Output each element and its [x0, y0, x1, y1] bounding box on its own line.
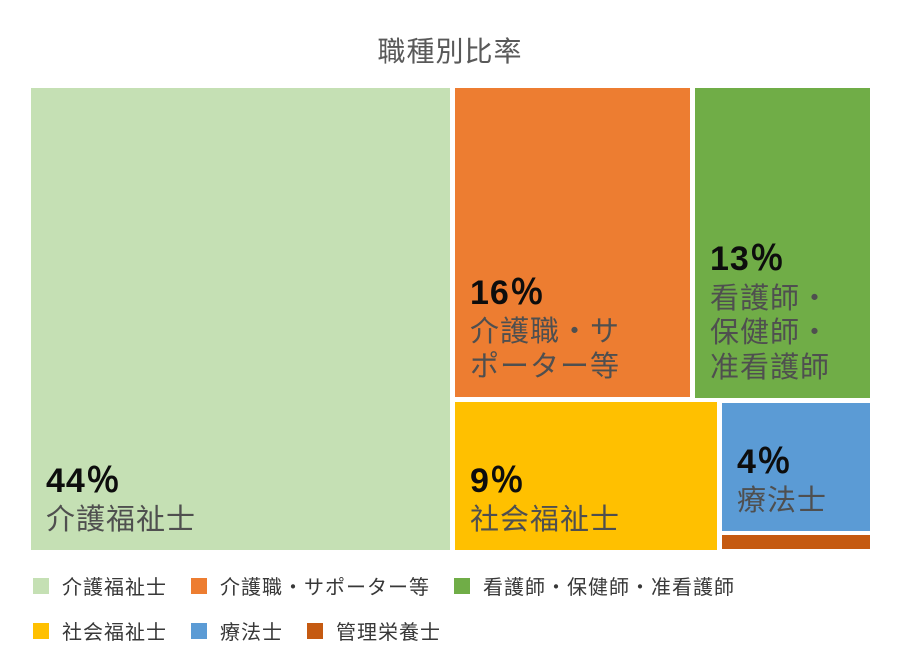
treemap-cell-kanrieiyoshi: [722, 535, 870, 549]
legend-row-2: 社会福祉士 療法士 管理栄養士: [33, 616, 735, 645]
category-label: 療法士: [737, 485, 828, 518]
category-label: 社会福祉士: [470, 504, 621, 537]
legend-label: 社会福祉士: [62, 622, 167, 644]
legend-item-ryohoshi: 療法士: [191, 616, 283, 645]
category-label: 看護師・ 保健師・ 准看護師: [710, 282, 831, 385]
legend-swatch-icon: [33, 622, 49, 639]
value-label: 13％: [710, 240, 785, 279]
legend-item-kaigoshoku-supporter: 介護職・サポーター等: [191, 571, 430, 600]
legend-label: 療法士: [220, 622, 283, 644]
treemap-cell-kaigofukushishi: 44％ 介護福祉士: [31, 88, 450, 550]
category-label: 介護福祉士: [46, 504, 197, 537]
category-label: 介護職・サ ポーター等: [470, 316, 621, 384]
legend-item-kangoshi: 看護師・保健師・准看護師: [454, 571, 735, 600]
legend-swatch-icon: [454, 577, 470, 594]
legend-label: 介護福祉士: [62, 577, 167, 599]
legend-swatch-icon: [33, 577, 49, 594]
treemap-cell-kaigoshoku-supporter: 16％ 介護職・サ ポーター等: [455, 88, 690, 397]
treemap-cell-ryohoshi: 4％ 療法士: [722, 403, 870, 531]
legend-row-1: 介護福祉士 介護職・サポーター等 看護師・保健師・准看護師: [33, 571, 735, 600]
treemap-cell-shakaifukushishi: 9％ 社会福祉士: [455, 402, 717, 550]
legend: 介護福祉士 介護職・サポーター等 看護師・保健師・准看護師 社会福祉士 療法士: [33, 571, 735, 645]
legend-item-kaigofukushishi: 介護福祉士: [33, 571, 167, 600]
legend-label: 管理栄養士: [336, 622, 441, 644]
value-label: 4％: [737, 442, 792, 481]
legend-swatch-icon: [191, 622, 207, 639]
chart-title: 職種別比率: [377, 36, 523, 67]
value-label: 44％: [46, 461, 121, 500]
legend-swatch-icon: [307, 622, 323, 639]
treemap-cell-kangoshi: 13％ 看護師・ 保健師・ 准看護師: [695, 88, 870, 398]
legend-item-shakaifukushishi: 社会福祉士: [33, 616, 167, 645]
legend-swatch-icon: [191, 577, 207, 594]
legend-label: 看護師・保健師・准看護師: [483, 577, 735, 599]
value-label: 16％: [470, 273, 545, 312]
legend-item-kanrieiyoshi: 管理栄養士: [307, 616, 441, 645]
value-label: 9％: [470, 461, 525, 500]
legend-label: 介護職・サポーター等: [220, 577, 430, 599]
